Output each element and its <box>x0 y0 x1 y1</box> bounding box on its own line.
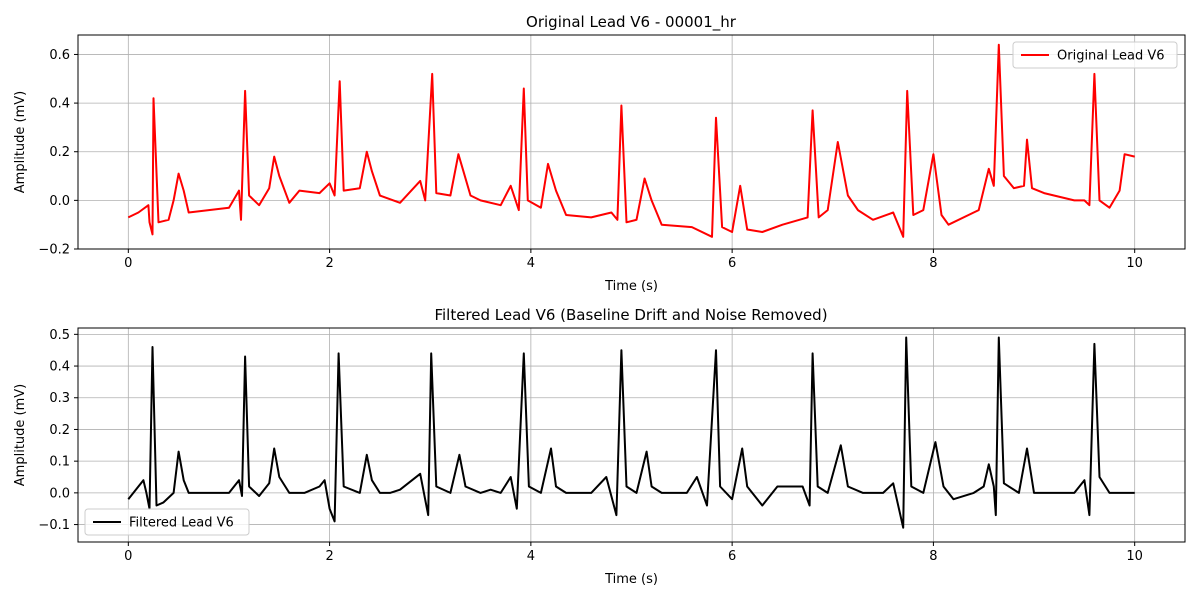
bottom-y-axis-label: Amplitude (mV) <box>13 384 28 486</box>
top-subplot: Original Lead V6 - 00001_hr 0 2 4 6 8 10 −0.2… <box>13 13 1186 294</box>
top-y-tick-label: 0.0 <box>49 194 70 209</box>
bottom-x-axis-label: Time (s) <box>604 572 658 587</box>
bottom-x-tick-label: 0 <box>124 549 132 564</box>
top-x-tick-label: 4 <box>527 256 535 271</box>
top-y-tick-label: 0.4 <box>49 97 70 112</box>
top-x-tick-label: 8 <box>929 256 937 271</box>
top-y-axis-label: Amplitude (mV) <box>13 91 28 193</box>
bottom-y-tick-label: 0.5 <box>49 328 70 343</box>
bottom-x-ticks: 0 2 4 6 8 10 <box>124 542 1143 564</box>
bottom-y-tick-label: 0.3 <box>49 391 70 406</box>
top-legend-box <box>1012 41 1178 69</box>
bottom-y-tick-label: 0.2 <box>49 423 70 438</box>
top-x-tick-label: 0 <box>124 256 132 271</box>
bottom-y-tick-label: 0.1 <box>49 455 70 470</box>
bottom-legend-label: Filtered Lead V6 <box>129 516 234 531</box>
top-y-tick-label: 0.2 <box>49 145 70 160</box>
bottom-legend-box <box>84 508 250 536</box>
top-legend: Original Lead V6 <box>1012 41 1178 69</box>
top-x-tick-label: 10 <box>1126 256 1143 271</box>
bottom-series-line-filtered-lead-v6 <box>127 336 1135 529</box>
bottom-subplot: Filtered Lead V6 (Baseline Drift and Noi… <box>13 306 1186 587</box>
top-y-tick-label: 0.6 <box>49 48 70 63</box>
bottom-legend: Filtered Lead V6 <box>84 508 250 536</box>
bottom-y-tick-label: 0.0 <box>49 486 70 501</box>
bottom-x-tick-label: 4 <box>527 549 535 564</box>
top-x-ticks: 0 2 4 6 8 10 <box>124 249 1143 271</box>
top-legend-label: Original Lead V6 <box>1057 49 1165 64</box>
top-axes-frame <box>77 34 1186 250</box>
bottom-x-tick-label: 6 <box>728 549 736 564</box>
top-y-ticks: −0.2 0.0 0.2 0.4 0.6 <box>38 48 78 258</box>
bottom-chart-title: Filtered Lead V6 (Baseline Drift and Noi… <box>434 306 827 324</box>
bottom-x-tick-label: 10 <box>1126 549 1143 564</box>
top-chart-title: Original Lead V6 - 00001_hr <box>526 13 737 32</box>
bottom-axes-frame <box>77 327 1186 543</box>
bottom-x-tick-label: 8 <box>929 549 937 564</box>
bottom-x-tick-label: 2 <box>325 549 333 564</box>
bottom-y-ticks: −0.1 0.0 0.1 0.2 0.3 0.4 0.5 <box>38 328 78 533</box>
top-series-line-original-lead-v6 <box>127 43 1135 238</box>
bottom-y-tick-label: −0.1 <box>38 518 70 533</box>
top-x-tick-label: 6 <box>728 256 736 271</box>
top-y-tick-label: −0.2 <box>38 243 70 258</box>
top-x-axis-label: Time (s) <box>604 279 658 294</box>
bottom-y-tick-label: 0.4 <box>49 360 70 375</box>
top-x-tick-label: 2 <box>325 256 333 271</box>
